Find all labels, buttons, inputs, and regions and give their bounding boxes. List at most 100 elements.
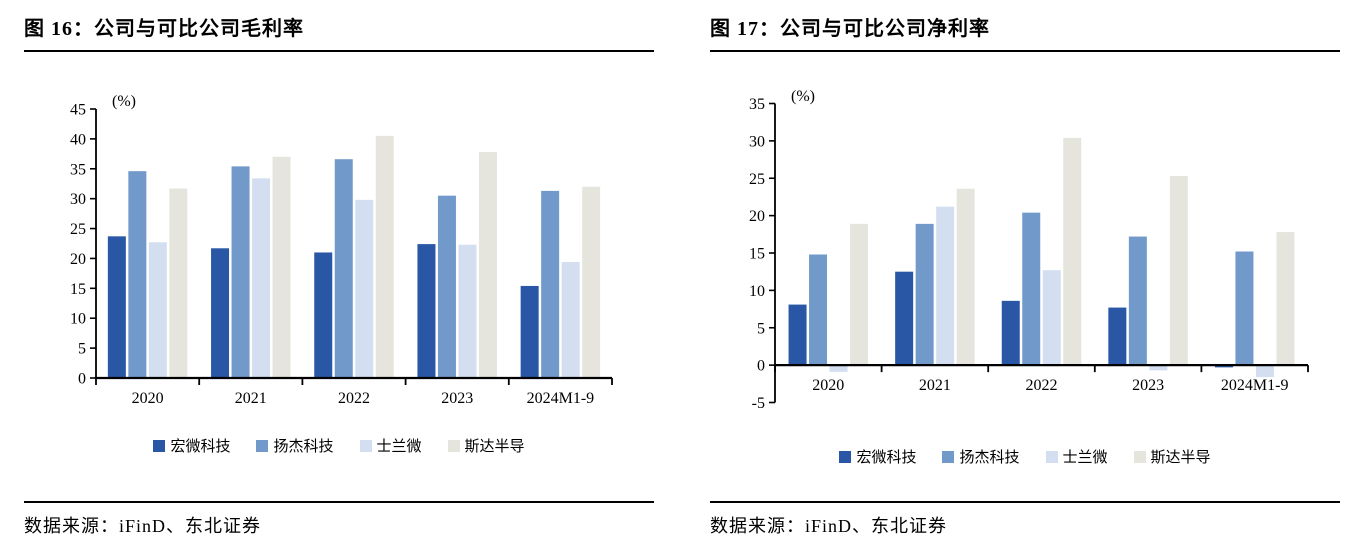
y-tick-label: 0 — [757, 358, 765, 375]
bar — [478, 152, 497, 378]
net-margin-bar-chart: -5 0 5 10 15 20 25 30 35 2020 2021 2022 2023 2024M1-9… — [749, 88, 1309, 412]
bar — [1255, 365, 1274, 378]
legend-label: 扬杰科技 — [959, 450, 1020, 466]
bar — [541, 190, 560, 378]
legend-item: 斯达半导 — [447, 435, 525, 456]
bar — [1235, 251, 1254, 366]
legend-swatch — [447, 439, 460, 452]
x-category-label: 2021 — [235, 390, 267, 407]
bar — [1149, 365, 1168, 371]
figure-net-margin: 图 17：公司与可比公司净利率 -5 0 5 10 15 20 25 30 35 2020 2021… — [710, 12, 1340, 552]
data-source: 数据来源：iFinD、东北证券 — [710, 501, 1340, 538]
bar — [1022, 212, 1041, 366]
x-category-label: 2021 — [919, 377, 951, 394]
y-tick-label: 45 — [70, 102, 86, 119]
x-category-label: 2020 — [132, 390, 164, 407]
figure-title: 图 17：公司与可比公司净利率 — [710, 12, 1340, 52]
y-tick-label: 10 — [749, 283, 765, 300]
y-tick-label: 20 — [70, 251, 86, 268]
legend-item: 宏微科技 — [839, 446, 916, 467]
unit-label: (%) — [791, 88, 815, 105]
bar — [355, 199, 374, 378]
y-tick-label: 25 — [749, 171, 765, 188]
legend-item: 扬杰科技 — [942, 446, 1020, 467]
y-tick-label: 15 — [749, 246, 765, 263]
bar — [1128, 236, 1147, 366]
bar — [417, 244, 436, 378]
legend-swatch — [942, 450, 955, 463]
gross-margin-bar-chart: 0 5 10 15 20 25 30 35 40 45 2020 2021 2022 2023 2024M1… — [70, 93, 613, 407]
chart-legend: 宏微科技 扬杰科技 士兰微 斯达半导 — [24, 435, 654, 456]
legend-swatch — [359, 439, 372, 452]
legend-item: 宏微科技 — [153, 435, 230, 456]
y-tick-label: 10 — [70, 311, 86, 328]
y-tick-label: 35 — [749, 96, 765, 113]
bar — [1042, 270, 1061, 366]
bar — [128, 171, 147, 378]
bar — [252, 178, 271, 378]
bar — [1108, 307, 1127, 366]
figure-title: 图 16：公司与可比公司毛利率 — [24, 12, 654, 52]
x-category-label: 2023 — [1132, 377, 1164, 394]
legend-item: 士兰微 — [1045, 446, 1108, 467]
y-tick-label: 40 — [70, 131, 86, 148]
bar — [1276, 232, 1295, 366]
legend-swatch — [839, 450, 852, 463]
unit-label: (%) — [112, 93, 136, 110]
y-tick-label: 30 — [749, 133, 765, 150]
bar — [1169, 176, 1188, 366]
x-category-label: 2022 — [338, 390, 370, 407]
bar — [829, 365, 848, 372]
bar — [148, 242, 167, 378]
x-category-label: 2024M1-9 — [527, 390, 595, 407]
bar — [211, 248, 230, 378]
bar — [231, 166, 250, 378]
bar — [1063, 137, 1082, 366]
bar — [520, 285, 539, 378]
x-category-label: 2022 — [1026, 377, 1058, 394]
bar — [169, 188, 188, 378]
bar — [437, 195, 456, 378]
y-tick-label: 20 — [749, 208, 765, 225]
bar — [314, 252, 333, 378]
y-tick-label: 5 — [78, 341, 86, 358]
legend-swatch — [153, 439, 166, 452]
legend-swatch — [1133, 450, 1146, 463]
bar — [582, 186, 601, 378]
y-tick-label: -5 — [752, 395, 765, 412]
legend-item: 斯达半导 — [1133, 446, 1211, 467]
legend-label: 斯达半导 — [464, 439, 525, 455]
x-category-label: 2024M1-9 — [1221, 377, 1289, 394]
bar — [1001, 300, 1020, 366]
y-tick-label: 5 — [757, 320, 765, 337]
legend-item: 士兰微 — [359, 435, 422, 456]
y-tick-label: 0 — [78, 371, 86, 388]
bar — [107, 236, 126, 378]
bar — [334, 159, 353, 378]
y-tick-label: 30 — [70, 191, 86, 208]
bar — [956, 188, 975, 366]
data-source: 数据来源：iFinD、东北证券 — [24, 501, 654, 538]
bar — [1214, 365, 1233, 368]
legend-label: 扬杰科技 — [273, 439, 334, 455]
legend-label: 宏微科技 — [856, 450, 917, 466]
bar — [850, 223, 869, 366]
legend-item: 扬杰科技 — [256, 435, 334, 456]
bar — [936, 206, 955, 366]
bar — [915, 223, 934, 366]
bar — [809, 254, 828, 366]
bar — [561, 262, 580, 378]
legend-label: 士兰微 — [376, 439, 422, 455]
bar — [895, 271, 914, 366]
y-tick-label: 35 — [70, 161, 86, 178]
legend-label: 斯达半导 — [1150, 450, 1211, 466]
y-tick-label: 15 — [70, 281, 86, 298]
figure-gross-margin: 图 16：公司与可比公司毛利率 0 5 10 15 20 25 30 35 40 45 2020 20… — [24, 12, 654, 552]
legend-label: 士兰微 — [1062, 450, 1108, 466]
legend-swatch — [256, 439, 269, 452]
x-category-label: 2020 — [812, 377, 844, 394]
bar — [458, 244, 477, 378]
bar — [375, 135, 394, 378]
bar — [272, 156, 291, 378]
legend-swatch — [1045, 450, 1058, 463]
